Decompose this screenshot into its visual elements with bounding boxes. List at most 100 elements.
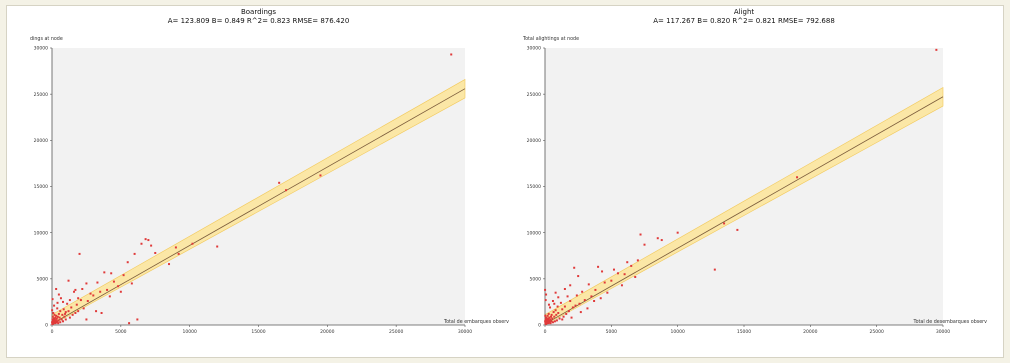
data-point bbox=[616, 272, 619, 275]
y-tick-label: 30000 bbox=[527, 46, 541, 52]
data-point bbox=[550, 320, 553, 323]
data-point bbox=[548, 321, 551, 324]
data-point bbox=[590, 295, 593, 298]
data-point bbox=[547, 312, 550, 315]
data-point bbox=[547, 319, 550, 322]
data-point bbox=[569, 284, 572, 287]
data-point bbox=[557, 311, 560, 314]
y-tick-label: 25000 bbox=[527, 92, 541, 98]
x-tick-label: 15000 bbox=[251, 329, 265, 335]
data-point bbox=[103, 271, 106, 274]
data-point bbox=[64, 311, 67, 314]
data-point bbox=[82, 307, 85, 310]
data-point bbox=[122, 274, 125, 277]
data-point bbox=[553, 315, 556, 318]
data-point bbox=[547, 317, 550, 320]
data-point bbox=[59, 310, 62, 313]
data-point bbox=[67, 310, 70, 313]
data-point bbox=[586, 307, 589, 310]
data-point bbox=[736, 228, 739, 231]
data-point bbox=[575, 294, 578, 297]
x-tick-label: 25000 bbox=[870, 329, 884, 335]
data-point bbox=[62, 320, 65, 323]
data-point bbox=[62, 300, 65, 303]
data-point bbox=[128, 322, 131, 325]
data-point bbox=[723, 222, 726, 225]
data-point bbox=[85, 318, 88, 321]
data-point bbox=[55, 317, 58, 320]
data-point bbox=[177, 252, 180, 255]
data-point bbox=[95, 310, 98, 313]
data-point bbox=[59, 297, 62, 300]
data-point bbox=[285, 189, 288, 192]
data-point bbox=[578, 302, 581, 305]
y-tick-label: 10000 bbox=[527, 230, 541, 236]
data-point bbox=[550, 313, 553, 316]
data-point bbox=[555, 313, 558, 316]
x-tick-label: 10000 bbox=[671, 329, 685, 335]
y-tick-label: 30000 bbox=[34, 46, 48, 52]
data-point bbox=[86, 299, 89, 302]
data-point bbox=[174, 246, 177, 249]
data-point bbox=[133, 252, 136, 255]
data-point bbox=[81, 287, 84, 290]
data-point bbox=[796, 176, 799, 179]
data-point bbox=[55, 314, 58, 317]
data-point bbox=[66, 302, 69, 305]
data-point bbox=[544, 288, 547, 291]
data-point bbox=[74, 288, 77, 291]
data-point bbox=[51, 315, 54, 318]
data-point bbox=[68, 316, 71, 319]
data-point bbox=[77, 297, 80, 300]
data-point bbox=[89, 292, 92, 295]
y-tick-label: 15000 bbox=[527, 184, 541, 190]
data-point bbox=[60, 318, 63, 321]
data-point bbox=[544, 299, 547, 302]
y-tick-label: 20000 bbox=[34, 138, 48, 144]
data-point bbox=[70, 306, 73, 309]
data-point bbox=[57, 312, 60, 315]
data-point bbox=[620, 284, 623, 287]
y-tick-label: 5000 bbox=[530, 276, 542, 282]
data-point bbox=[96, 281, 99, 284]
data-point bbox=[126, 261, 129, 264]
x-tick-label: 20000 bbox=[803, 329, 817, 335]
data-point bbox=[62, 308, 65, 311]
data-point bbox=[85, 282, 88, 285]
x-tick-label: 0 bbox=[51, 329, 54, 335]
y-tick-label: 0 bbox=[538, 323, 541, 329]
data-point bbox=[556, 305, 559, 308]
data-point bbox=[57, 293, 60, 296]
data-point bbox=[935, 48, 938, 51]
data-point bbox=[569, 299, 572, 302]
x-tick-label: 0 bbox=[544, 329, 547, 335]
data-point bbox=[544, 320, 547, 323]
data-point bbox=[555, 319, 558, 322]
data-point bbox=[79, 299, 82, 302]
data-point bbox=[713, 268, 716, 271]
data-point bbox=[623, 273, 626, 276]
y-axis-label: dings at node bbox=[30, 36, 63, 42]
data-point bbox=[144, 238, 147, 241]
y-tick-label: 25000 bbox=[34, 92, 48, 98]
data-point bbox=[154, 251, 157, 254]
data-point bbox=[58, 316, 61, 319]
x-axis-label: Total de embarques observ bbox=[443, 319, 509, 325]
data-point bbox=[553, 320, 556, 323]
data-point bbox=[54, 322, 57, 325]
data-point bbox=[587, 283, 590, 286]
chart-2 bbox=[543, 47, 944, 327]
data-point bbox=[63, 315, 66, 318]
data-point bbox=[53, 304, 56, 307]
x-tick-label: 30000 bbox=[458, 329, 472, 335]
data-point bbox=[544, 314, 547, 317]
data-point bbox=[573, 266, 576, 269]
y-tick-label: 15000 bbox=[34, 184, 48, 190]
data-point bbox=[547, 322, 550, 325]
data-point bbox=[545, 293, 548, 296]
chart-1 bbox=[50, 47, 466, 327]
y-tick-label: 0 bbox=[45, 323, 48, 329]
y-tick-label: 20000 bbox=[527, 138, 541, 144]
data-point bbox=[77, 310, 80, 313]
